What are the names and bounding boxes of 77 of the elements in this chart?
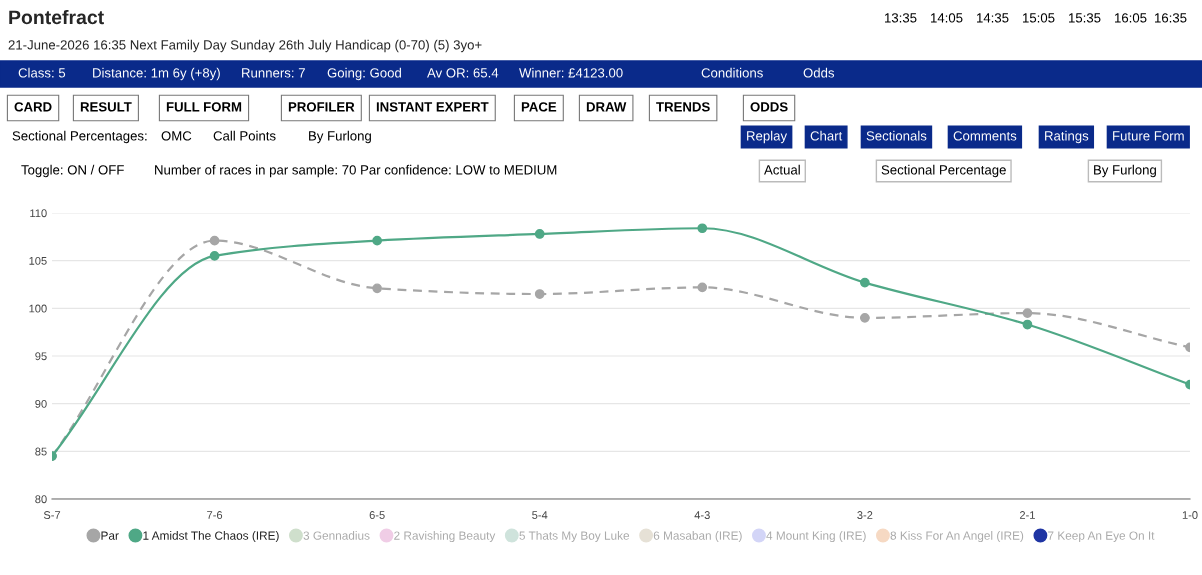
legend-label: 8 Kiss For An Angel (IRE) [890, 531, 1024, 543]
text: Runners: 7 [242, 68, 305, 78]
x-tick-label: 6-5 [369, 511, 385, 519]
text: OMC [161, 131, 192, 141]
point [372, 235, 383, 246]
text: Sectionals [866, 130, 927, 141]
text: 13:35 [885, 13, 917, 23]
legend-label: 7 Keep An Eye On It [1048, 531, 1155, 543]
text: Replay [747, 130, 788, 144]
legend-label: 2 Ravishing Beauty [394, 531, 496, 543]
text: Future Form [1113, 131, 1184, 141]
text: Sectional Percentage [881, 164, 1006, 178]
point [859, 313, 870, 323]
text: 16:35 [1155, 13, 1187, 23]
legend-label: 5 Thats My Boy Luke [519, 531, 630, 543]
text: Going: Good [327, 67, 401, 81]
text: 15:35 [1069, 13, 1101, 23]
legend-label: 1 Amidst The Chaos (IRE) [143, 531, 279, 543]
legend-label: 6 Masaban (IRE) [653, 531, 742, 543]
y-tick-label: 95 [35, 352, 47, 361]
text: RESULT [80, 102, 132, 112]
point [697, 282, 708, 293]
point [372, 283, 383, 294]
y-tick-label: 80 [35, 495, 47, 504]
point [1022, 319, 1033, 330]
text: TRENDS [656, 102, 710, 112]
point [209, 251, 220, 261]
text: 16:05 [1115, 13, 1147, 23]
text: Odds [803, 67, 835, 78]
x-tick-label: 5-4 [532, 511, 548, 519]
text: DRAW [586, 102, 627, 112]
x-tick-label: 2-1 [1019, 511, 1035, 519]
text: Toggle: ON / OFF [21, 164, 124, 178]
text: Av OR: 65.4 [427, 68, 499, 78]
legend-label: 4 Mount King (IRE) [766, 531, 866, 543]
text: Class: 5 [18, 67, 66, 78]
text: PACE [521, 102, 557, 112]
x-tick-label: 1-0 [1182, 511, 1198, 519]
text: Ratings [1045, 130, 1089, 144]
y-tick-label: 85 [35, 447, 47, 456]
point [534, 229, 545, 239]
point [859, 277, 870, 288]
text: PROFILER [288, 102, 355, 112]
y-tick-label: 110 [30, 209, 47, 218]
point [534, 289, 545, 299]
text: 14:05 [931, 13, 963, 23]
y-tick-label: 90 [35, 399, 47, 408]
text: 14:35 [977, 13, 1009, 23]
chart-title: Pontefract [9, 9, 104, 25]
y-tick-label: 100 [29, 304, 47, 313]
text: 15:05 [1023, 13, 1055, 23]
text: Number of races in par sample: 70 Par confidence: LOW to MEDIUM [155, 164, 557, 178]
text: By Furlong [1094, 164, 1156, 178]
x-tick-label: 7-6 [207, 511, 223, 519]
text: Chart [810, 130, 843, 141]
text: Conditions [701, 67, 763, 78]
point [697, 223, 708, 234]
text: Comments [953, 131, 1017, 141]
text: INSTANT EXPERT [376, 102, 489, 112]
y-tick-label: 105 [29, 256, 47, 265]
legend-label: 3 Gennadius [303, 531, 370, 540]
legend-label: Par [101, 531, 119, 540]
text: By Furlong [309, 130, 371, 144]
text: Call Points [213, 130, 276, 141]
x-tick-label: 3-2 [857, 511, 873, 519]
text: Winner: £4123.00 [519, 67, 623, 78]
point [1022, 308, 1033, 318]
x-tick-label: 4-3 [694, 511, 710, 519]
x-tick-label: S-7 [43, 511, 61, 519]
text: Actual [764, 164, 800, 175]
text: Sectional Percentages: [12, 130, 147, 144]
text: ODDS [750, 102, 788, 112]
point [209, 235, 220, 246]
text: CARD [14, 102, 52, 112]
text: FULL FORM [166, 102, 242, 112]
text: Distance: 1m 6y (+8y) [93, 67, 220, 81]
chart-subtitle: 21-June-2026 16:35 Next Family Day Sunday 26th July Handicap (0-70) (5) 3yo+ [8, 39, 482, 53]
